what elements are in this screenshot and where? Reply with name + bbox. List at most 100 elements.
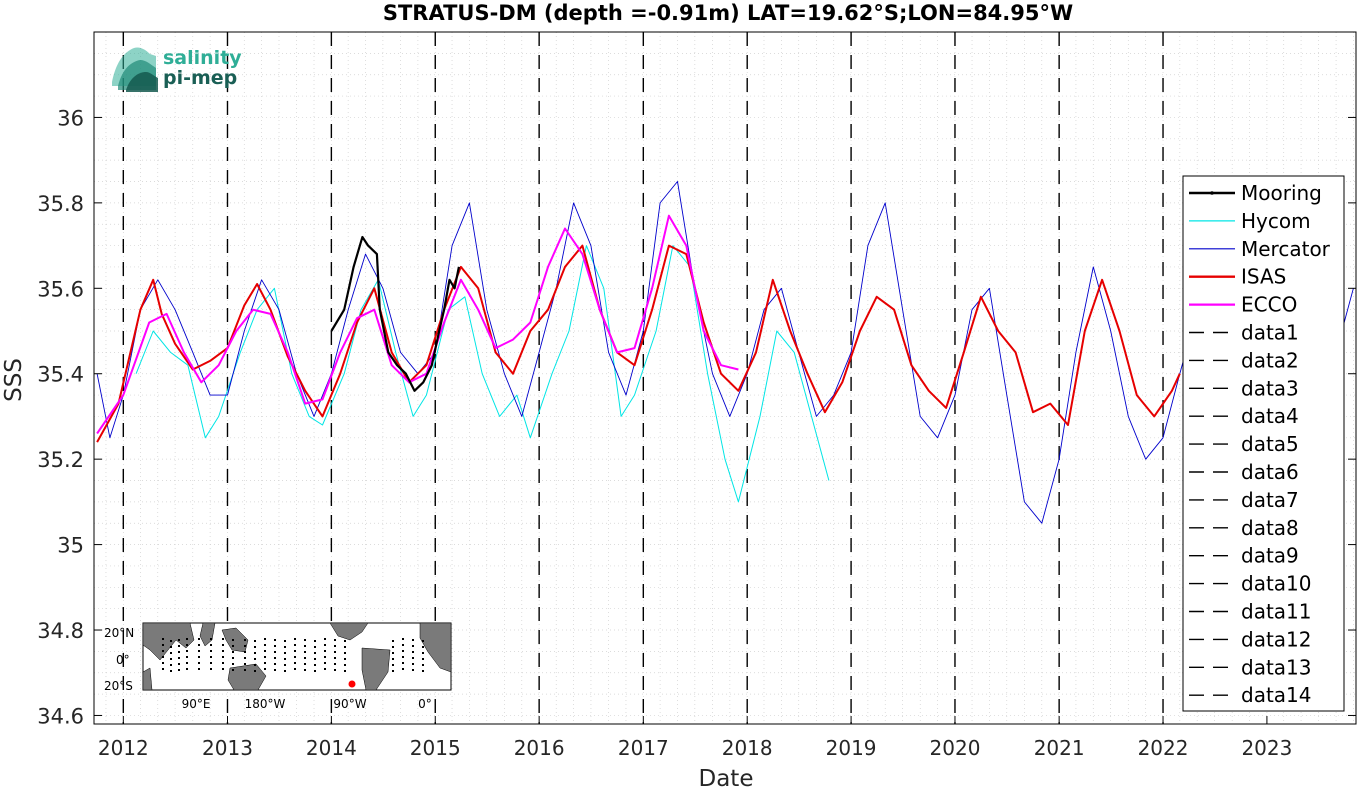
map-mooring-dot (392, 670, 394, 672)
map-mooring-dot (244, 663, 246, 665)
map-mooring-dot (162, 638, 164, 640)
inset-map-lon-label: 0° (418, 697, 432, 711)
map-mooring-dot (254, 640, 256, 642)
legend-entry: Mooring (1189, 181, 1322, 205)
map-mooring-dot (254, 646, 256, 648)
map-mooring-dot (324, 656, 326, 658)
map-mooring-dot (422, 646, 424, 648)
map-mooring-dot (198, 656, 200, 658)
map-mooring-dot (402, 668, 404, 670)
map-mooring-dot (422, 670, 424, 672)
map-mooring-dot (170, 652, 172, 654)
map-mooring-dot (274, 663, 276, 665)
map-mooring-dot (304, 663, 306, 665)
map-mooring-dot (210, 656, 212, 658)
series-layer (96, 181, 1354, 524)
map-mooring-dot (422, 652, 424, 654)
legend-entry: data5 (1189, 432, 1299, 456)
legend-label: data2 (1241, 348, 1299, 372)
legend-label: ECCO (1241, 293, 1297, 317)
map-mooring-dot (254, 652, 256, 654)
legend-label: Mercator (1241, 237, 1331, 261)
map-mooring-dot (284, 658, 286, 660)
map-mooring-dot (324, 662, 326, 664)
map-mooring-dot (304, 645, 306, 647)
map-mooring-dot (274, 645, 276, 647)
map-mooring-dot (294, 656, 296, 658)
map-mooring-dot (304, 651, 306, 653)
map-mooring-dot (222, 644, 224, 646)
map-mooring-dot (324, 668, 326, 670)
legend-entry: data14 (1189, 683, 1312, 707)
x-tick-label: 2018 (722, 736, 773, 760)
logo-line2: pi-mep (163, 67, 237, 89)
vertical-lines (122, 32, 1164, 724)
legend-label: data9 (1241, 544, 1299, 568)
legend-label: data10 (1241, 572, 1312, 596)
inset-map-lon-label: 90°E (182, 697, 211, 711)
map-mooring-dot (222, 638, 224, 640)
map-mooring-dot (170, 658, 172, 660)
inset-map-labels: 20°N 0° 20°S 90°E 180°W 90°W 0° (104, 626, 432, 711)
map-mooring-dot (244, 639, 246, 641)
legend-label: ISAS (1241, 265, 1286, 289)
map-mooring-dot (222, 656, 224, 658)
map-mooring-dot (232, 669, 234, 671)
map-mooring-dot (344, 640, 346, 642)
map-mooring-dot (162, 668, 164, 670)
series-mooring-line (330, 235, 460, 392)
map-mooring-dot (254, 670, 256, 672)
x-tick-label: 2022 (1138, 736, 1189, 760)
map-mooring-dot (284, 640, 286, 642)
map-mooring-dot (392, 664, 394, 666)
y-tick-label: 36 (57, 106, 84, 130)
legend-label: data3 (1241, 376, 1299, 400)
legend-label: data8 (1241, 516, 1299, 540)
map-mooring-dot (304, 669, 306, 671)
map-mooring-dot (198, 668, 200, 670)
map-mooring-dot (186, 650, 188, 652)
map-mooring-dot (392, 646, 394, 648)
map-mooring-dot (210, 668, 212, 670)
legend-label: data7 (1241, 488, 1299, 512)
map-mooring-dot (402, 656, 404, 658)
map-mooring-dot (284, 646, 286, 648)
map-mooring-dot (244, 657, 246, 659)
map-mooring-dot (244, 645, 246, 647)
legend-entry: data2 (1189, 348, 1299, 372)
legend-entry: data3 (1189, 376, 1299, 400)
map-mooring-dot (186, 656, 188, 658)
map-mooring-dot (264, 668, 266, 670)
map-mooring-dot (402, 650, 404, 652)
map-mooring-dot (294, 638, 296, 640)
map-mooring-dot (324, 644, 326, 646)
inset-map-lat-label: 0° (116, 653, 130, 667)
map-mooring-dot (198, 662, 200, 664)
map-mooring-dot (178, 663, 180, 665)
map-mooring-dot (274, 669, 276, 671)
map-mooring-dot (402, 662, 404, 664)
map-mooring-dot (264, 650, 266, 652)
logo-line1: salinity (163, 47, 242, 69)
y-axis-label: SSS (1, 358, 27, 402)
legend-entry: Mercator (1189, 237, 1331, 261)
x-tick-label: 2019 (826, 736, 877, 760)
map-mooring-dot (178, 657, 180, 659)
legend-label: data12 (1241, 627, 1312, 651)
legend-entry: data12 (1189, 627, 1312, 651)
map-mooring-dot (162, 650, 164, 652)
y-tick-label: 35 (57, 534, 84, 558)
series-isas-line (96, 244, 1181, 443)
map-mooring-dot (244, 651, 246, 653)
map-mooring-dot (264, 638, 266, 640)
legend-entry: data6 (1189, 460, 1299, 484)
map-mooring-dot (186, 644, 188, 646)
map-mooring-dot (392, 652, 394, 654)
map-mooring-dot (170, 640, 172, 642)
legend-label: data6 (1241, 460, 1299, 484)
map-mooring-dot (294, 668, 296, 670)
map-mooring-dot (186, 638, 188, 640)
legend-label: Hycom (1241, 209, 1311, 233)
map-mooring-dot (334, 651, 336, 653)
map-mooring-dot (314, 664, 316, 666)
